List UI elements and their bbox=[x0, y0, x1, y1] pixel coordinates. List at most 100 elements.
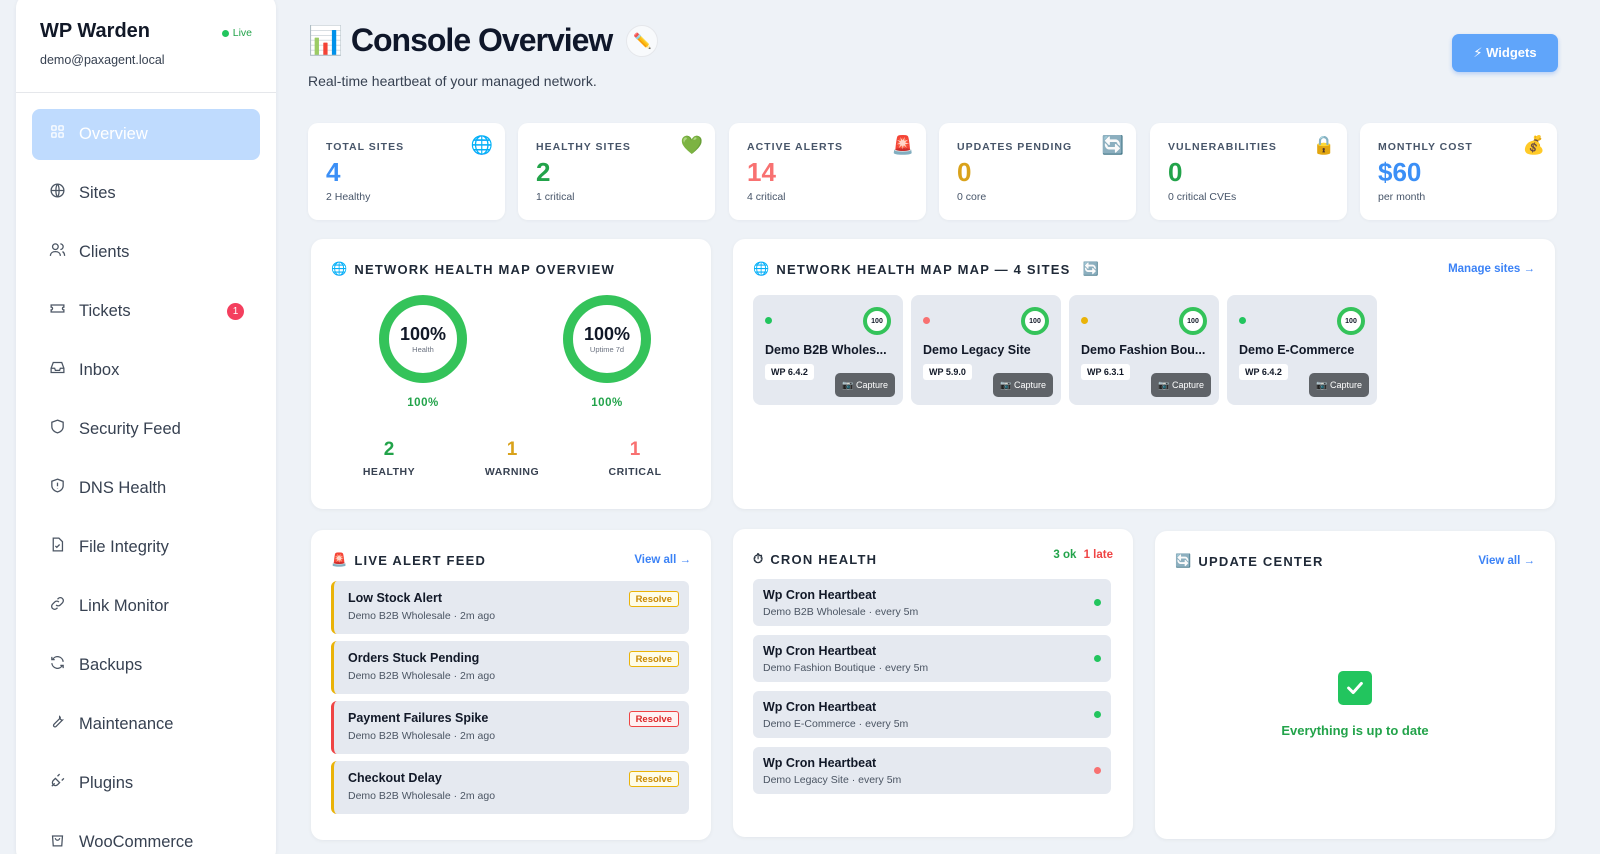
cron-meta: Demo B2B Wholesale · every 5m bbox=[763, 606, 919, 618]
cron-item[interactable]: Wp Cron Heartbeat Demo Fashion Boutique … bbox=[753, 635, 1111, 682]
alert-title: Orders Stuck Pending bbox=[348, 651, 480, 665]
cron-item[interactable]: Wp Cron Heartbeat Demo B2B Wholesale · e… bbox=[753, 579, 1111, 626]
network-map-title: 🌐 NETWORK HEALTH MAP MAP — 4 SITES 🔄 bbox=[753, 261, 1100, 277]
count-label: HEALTHY bbox=[362, 466, 416, 478]
brand-name: WP Warden bbox=[40, 20, 151, 42]
capture-button[interactable]: 📷 Capture bbox=[835, 373, 895, 397]
status-dot-icon bbox=[1239, 317, 1246, 324]
cron-item[interactable]: Wp Cron Heartbeat Demo E-Commerce · ever… bbox=[753, 691, 1111, 738]
capture-button[interactable]: 📷 Capture bbox=[993, 373, 1053, 397]
site-tile[interactable]: 100 Demo Fashion Bou... WP 6.3.1 📷 Captu… bbox=[1069, 295, 1219, 405]
panel-title-text: CRON HEALTH bbox=[770, 551, 878, 567]
wrench-icon bbox=[48, 713, 66, 731]
stat-label: VULNERABILITIES bbox=[1168, 141, 1277, 153]
alert-item[interactable]: Checkout Delay Demo B2B Wholesale · 2m a… bbox=[331, 761, 689, 814]
capture-button[interactable]: 📷 Capture bbox=[1151, 373, 1211, 397]
sidebar-item-maintenance[interactable]: Maintenance bbox=[32, 699, 260, 750]
alert-feed-panel: 🚨 LIVE ALERT FEED View all → Low Stock A… bbox=[311, 530, 711, 840]
globe-icon: 🌐 bbox=[331, 261, 349, 276]
sidebar: WP Warden demo@paxagent.local Live Overv… bbox=[16, 0, 276, 854]
alert-meta: Demo B2B Wholesale · 2m ago bbox=[348, 610, 496, 622]
user-email: demo@paxagent.local bbox=[40, 53, 165, 67]
count-label: CRITICAL bbox=[608, 466, 662, 478]
ticket-icon bbox=[48, 300, 66, 318]
cron-meta: Demo Legacy Site · every 5m bbox=[763, 774, 902, 786]
site-tile[interactable]: 100 Demo Legacy Site WP 5.9.0 📷 Capture bbox=[911, 295, 1061, 405]
money-bag-icon: 💰 bbox=[1522, 135, 1545, 155]
sidebar-item-clients[interactable]: Clients bbox=[32, 227, 260, 278]
status-dot-icon bbox=[1094, 599, 1101, 606]
uptime-ring: 100% Uptime 7d 100% bbox=[559, 295, 655, 409]
chart-icon: 📊 bbox=[308, 25, 343, 56]
cron-meta: Demo Fashion Boutique · every 5m bbox=[763, 662, 929, 674]
page-title-text: Console Overview bbox=[350, 22, 613, 58]
sidebar-item-inbox[interactable]: Inbox bbox=[32, 345, 260, 396]
site-tile[interactable]: 100 Demo E-Commerce WP 6.4.2 📷 Capture bbox=[1227, 295, 1377, 405]
edit-title-button[interactable]: ✏️ bbox=[626, 24, 659, 57]
stat-card-healthy-sites: HEALTHY SITES 2 1 critical 💚 bbox=[518, 123, 715, 220]
stat-label: MONTHLY COST bbox=[1378, 141, 1473, 153]
stat-value: 0 bbox=[1168, 157, 1183, 187]
sidebar-item-label: Plugins bbox=[79, 774, 134, 792]
shopping-bag-icon bbox=[48, 831, 66, 849]
widgets-button[interactable]: ⚡ Widgets bbox=[1452, 34, 1558, 72]
sidebar-item-label: Inbox bbox=[79, 361, 120, 379]
alert-item[interactable]: Orders Stuck Pending Demo B2B Wholesale … bbox=[331, 641, 689, 694]
alert-item[interactable]: Payment Failures Spike Demo B2B Wholesal… bbox=[331, 701, 689, 754]
score-badge: 100 bbox=[1021, 307, 1049, 335]
shield-alert-icon bbox=[48, 477, 66, 495]
updates-view-all-link[interactable]: View all → bbox=[1478, 555, 1535, 567]
count-value: 1 bbox=[506, 439, 518, 460]
score-badge: 100 bbox=[863, 307, 891, 335]
sidebar-item-label: DNS Health bbox=[79, 479, 167, 497]
stat-value: 4 bbox=[326, 157, 341, 187]
sidebar-item-security-feed[interactable]: Security Feed bbox=[32, 404, 260, 455]
sidebar-item-label: Clients bbox=[79, 243, 130, 261]
sidebar-item-link-monitor[interactable]: Link Monitor bbox=[32, 581, 260, 632]
capture-button[interactable]: 📷 Capture bbox=[1309, 373, 1369, 397]
alert-meta: Demo B2B Wholesale · 2m ago bbox=[348, 670, 496, 682]
alert-item[interactable]: Low Stock Alert Demo B2B Wholesale · 2m … bbox=[331, 581, 689, 634]
panel-title-text: NETWORK HEALTH MAP OVERVIEW bbox=[354, 261, 616, 277]
site-tile[interactable]: 100 Demo B2B Wholes... WP 6.4.2 📷 Captur… bbox=[753, 295, 903, 405]
resolve-button[interactable]: Resolve bbox=[628, 591, 679, 607]
stat-value: 0 bbox=[957, 157, 972, 187]
sidebar-item-sites[interactable]: Sites bbox=[32, 168, 260, 219]
stat-sub: 2 Healthy bbox=[326, 191, 371, 203]
health-gauge: 100% Health bbox=[379, 295, 467, 383]
site-name: Demo B2B Wholes... bbox=[765, 343, 887, 357]
live-label: Live bbox=[232, 27, 252, 39]
alert-title: Payment Failures Spike bbox=[348, 711, 489, 725]
sidebar-item-file-integrity[interactable]: File Integrity bbox=[32, 522, 260, 573]
alerts-view-all-link[interactable]: View all → bbox=[634, 554, 691, 566]
cron-title: Wp Cron Heartbeat bbox=[763, 644, 877, 658]
alert-title: Low Stock Alert bbox=[348, 591, 442, 605]
sidebar-item-label: Security Feed bbox=[79, 420, 181, 438]
ring-value: 100% bbox=[583, 323, 631, 344]
count-warning: 1 WARNING bbox=[467, 439, 557, 478]
resolve-button[interactable]: Resolve bbox=[628, 711, 679, 727]
sidebar-item-plugins[interactable]: Plugins bbox=[32, 758, 260, 809]
sidebar-item-label: Overview bbox=[79, 125, 148, 143]
sidebar-item-backups[interactable]: Backups bbox=[32, 640, 260, 691]
cron-late-count: 1 late bbox=[1083, 549, 1113, 561]
stat-label: ACTIVE ALERTS bbox=[747, 141, 844, 153]
resolve-button[interactable]: Resolve bbox=[628, 771, 679, 787]
sidebar-item-woocommerce[interactable]: WooCommerce bbox=[32, 817, 260, 854]
ring-below-value: 100% bbox=[591, 397, 623, 409]
resolve-button[interactable]: Resolve bbox=[628, 651, 679, 667]
cron-item[interactable]: Wp Cron Heartbeat Demo Legacy Site · eve… bbox=[753, 747, 1111, 794]
sidebar-item-dns-health[interactable]: DNS Health bbox=[32, 463, 260, 514]
stat-sub: 4 critical bbox=[747, 191, 786, 203]
score-badge: 100 bbox=[1179, 307, 1207, 335]
status-dot-icon bbox=[1094, 711, 1101, 718]
globe-icon bbox=[48, 182, 66, 200]
cron-summary: 3 ok 1 late bbox=[1053, 549, 1113, 561]
refresh-icon: 🔄 bbox=[1101, 135, 1124, 155]
stat-value: 2 bbox=[536, 157, 551, 187]
manage-sites-link[interactable]: Manage sites → bbox=[1448, 263, 1535, 275]
refresh-icon[interactable]: 🔄 bbox=[1082, 261, 1100, 276]
sidebar-item-overview[interactable]: Overview bbox=[32, 109, 260, 160]
globe-icon: 🌐 bbox=[470, 135, 493, 155]
sidebar-item-tickets[interactable]: Tickets 1 bbox=[32, 286, 260, 337]
